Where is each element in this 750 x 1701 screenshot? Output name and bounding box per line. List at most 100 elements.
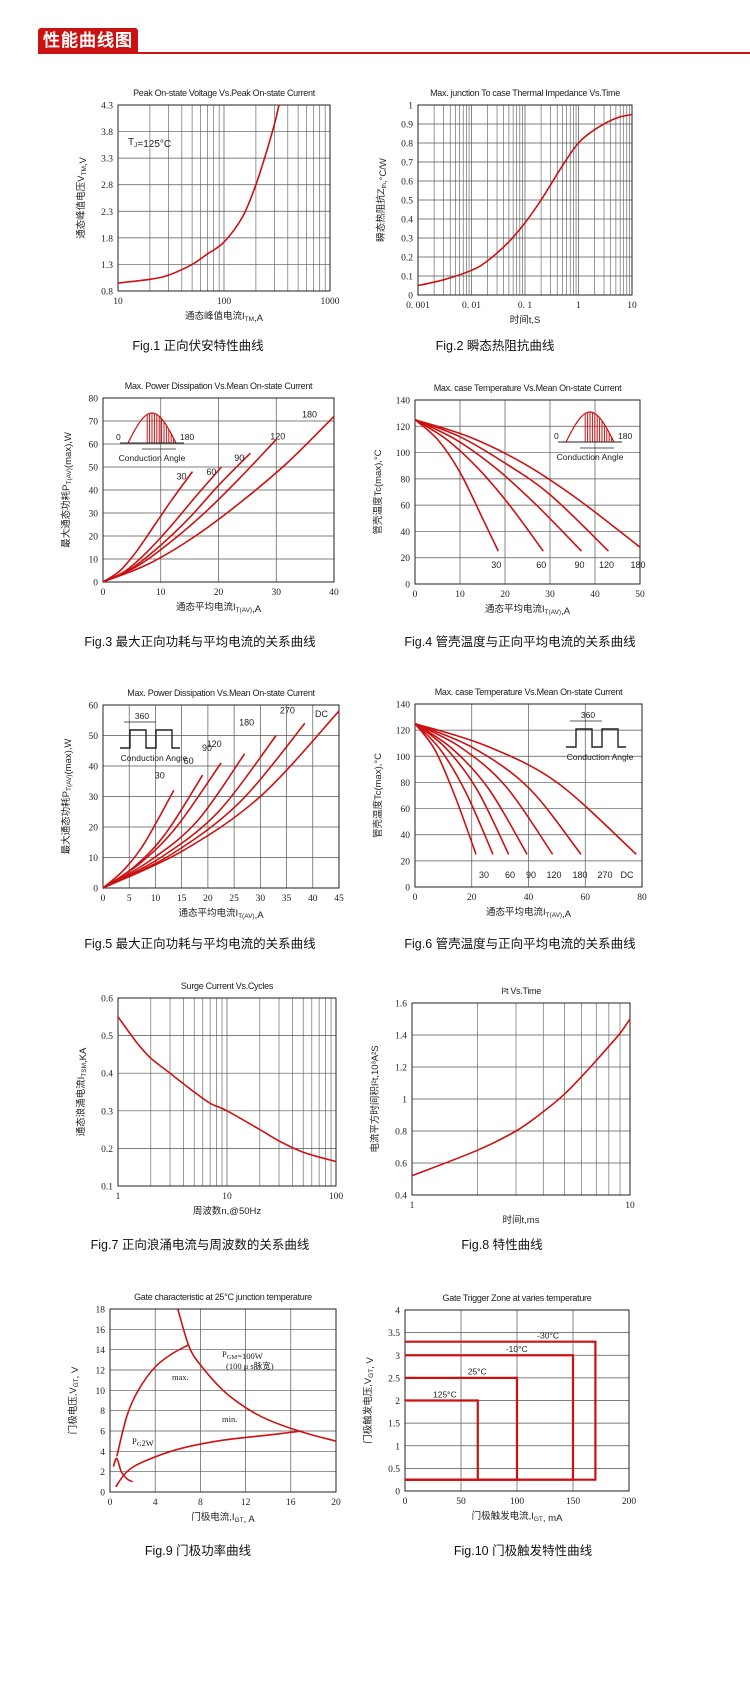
trigger-zone-boundary: [405, 1354, 575, 1481]
y-tick-label: 20: [89, 533, 99, 543]
x-tick-label: 30: [545, 590, 555, 600]
x-tick-label: 16: [286, 1498, 296, 1508]
label-part: 管壳温度Tc(max),°C: [372, 753, 384, 838]
series-line-180: [102, 415, 335, 583]
y-tick-label: 6: [100, 1428, 105, 1438]
chart-title: Max. Power Dissipation Vs.Mean On-state …: [125, 381, 313, 391]
y-axis-label: 电流平方时间积I²t,10³A²S: [369, 1045, 381, 1152]
x-tick-label: 0. 01: [462, 301, 481, 311]
label-part: =100W: [237, 1351, 263, 1361]
series-line-30: [414, 419, 500, 552]
x-tick-label: 1000: [321, 297, 340, 307]
y-tick-label: 14: [96, 1346, 106, 1356]
x-tick-label: 40: [590, 590, 600, 600]
plot-frame: [109, 1308, 337, 1493]
y-tick-label: 30: [89, 510, 99, 520]
label-part: 门极触发电压,V: [362, 1377, 374, 1444]
series-label: 60: [505, 870, 515, 880]
y-tick-label: 70: [89, 418, 99, 428]
chart-title: I²t Vs.Time: [501, 986, 541, 996]
y-tick-label: 30: [89, 793, 99, 803]
x-axis-label: 通态平均电流IT(AV),A: [178, 907, 264, 921]
y-tick-label: 1: [402, 1096, 407, 1106]
y-tick-label: 4: [100, 1448, 105, 1458]
label-part: 电流平方时间积I²t,10³A²S: [369, 1045, 381, 1152]
x-tick-label: 25: [229, 894, 239, 904]
y-tick-label: 0.3: [101, 1107, 113, 1117]
figure-caption: Fig.4 管壳温度与正向平均电流的关系曲线: [404, 634, 636, 649]
figure-caption: Fig.9 门极功率曲线: [145, 1543, 252, 1558]
label-subscript: GT: [73, 1378, 80, 1387]
y-tick-label: 2.5: [388, 1374, 400, 1384]
y-tick-label: 140: [396, 397, 411, 407]
y-tick-label: 0.6: [101, 995, 113, 1005]
y-tick-label: 120: [396, 727, 411, 737]
y-tick-label: 0.5: [401, 197, 413, 207]
label-part: , mA: [543, 1513, 563, 1524]
inset-conduction-label: Conduction Angle: [121, 753, 188, 763]
x-tick-label: 20: [203, 894, 213, 904]
label-part: ,KA: [78, 1047, 89, 1063]
y-tick-label: 3.5: [388, 1329, 400, 1339]
label-subscript: GT: [368, 1369, 375, 1378]
figure-caption: Fig.3 最大正向功耗与平均电流的关系曲线: [84, 634, 316, 649]
y-tick-label: 100: [396, 753, 411, 763]
series-line-90: [414, 418, 583, 552]
x-tick-label: 10: [627, 301, 637, 311]
x-tick-label: 35: [282, 894, 292, 904]
label-part: 门极电压,V: [67, 1387, 79, 1435]
section-title: 性能曲线图: [38, 28, 138, 54]
figure-caption: Fig.1 正向伏安特性曲线: [132, 338, 264, 353]
inset-conduction-label: Conduction Angle: [557, 452, 624, 462]
chart-fig5: 0 5 10 15 20 25 30 35 40 45 0 10 20 30 40 50 60 Max. Powe…: [60, 688, 344, 951]
chart-title: Gate Trigger Zone at varies temperature: [443, 1293, 592, 1303]
plot-frame: [414, 703, 643, 888]
series-line-Tj125C: [117, 104, 280, 284]
x-tick-label: 20: [467, 893, 477, 903]
inset-label-right: 180: [180, 432, 194, 442]
label-subscript: GT: [534, 1516, 543, 1523]
x-tick-label: 15: [177, 894, 187, 904]
y-axis-label: 瞬态热阻抗Zth,°C/W: [375, 158, 389, 242]
series-line-60: [102, 466, 223, 583]
y-tick-label: 50: [89, 464, 99, 474]
label-part: P: [132, 1436, 137, 1446]
chart-title: Max. junction To case Thermal Impedance …: [430, 88, 620, 98]
series-line-Zth: [417, 113, 633, 287]
y-tick-label: 0: [93, 885, 98, 895]
series-line-I2t: [411, 1018, 631, 1177]
label-part: 通态平均电流I: [485, 603, 545, 615]
y-tick-label: 0: [100, 1489, 105, 1499]
label-part: 周波数n,@50Hz: [193, 1205, 261, 1217]
x-tick-label: 0. 1: [518, 301, 533, 311]
x-tick-label: 20: [331, 1498, 341, 1508]
y-tick-label: 2.8: [101, 181, 113, 191]
chart-fig1: 10 100 1000 0.8 1.3 1.8 2.3 2.8 3.3 3.8 4.3 Peak On…: [75, 88, 340, 353]
series-line-60: [414, 419, 544, 552]
x-tick-label: 10: [625, 1201, 635, 1211]
y-tick-label: 0.6: [401, 178, 413, 188]
pg-label: PG2W: [132, 1436, 154, 1448]
x-axis-label: 时间t,S: [510, 314, 541, 326]
y-tick-label: 0.8: [395, 1128, 407, 1138]
inset-label-left: 0: [554, 431, 559, 441]
y-tick-label: 140: [396, 701, 411, 711]
x-tick-label: 20: [500, 590, 510, 600]
x-tick-label: 50: [456, 1497, 466, 1507]
series-label: 30: [177, 472, 187, 482]
figure-caption: Fig.7 正向浪涌电流与周波数的关系曲线: [91, 1237, 310, 1252]
label-part: ,A: [255, 910, 265, 921]
x-tick-label: 30: [272, 588, 282, 598]
label-part: 门极触发电流,I: [472, 1510, 534, 1522]
chart-fig4: 0 10 20 30 40 50 0 20 40 60 80 100 120 140 Max. case T…: [372, 383, 646, 649]
x-tick-label: 10: [113, 297, 123, 307]
y-tick-label: 0.1: [101, 1183, 113, 1193]
x-tick-label: 1: [576, 301, 581, 311]
label-subscript: TSM: [81, 1063, 88, 1077]
x-tick-label: 100: [217, 297, 232, 307]
label-part: 通态峰值电流I: [185, 310, 245, 322]
label-part: ,S: [531, 315, 540, 326]
y-tick-label: 0.5: [388, 1465, 400, 1475]
x-axis-label: 门极触发电流,IGT, mA: [472, 1510, 564, 1524]
